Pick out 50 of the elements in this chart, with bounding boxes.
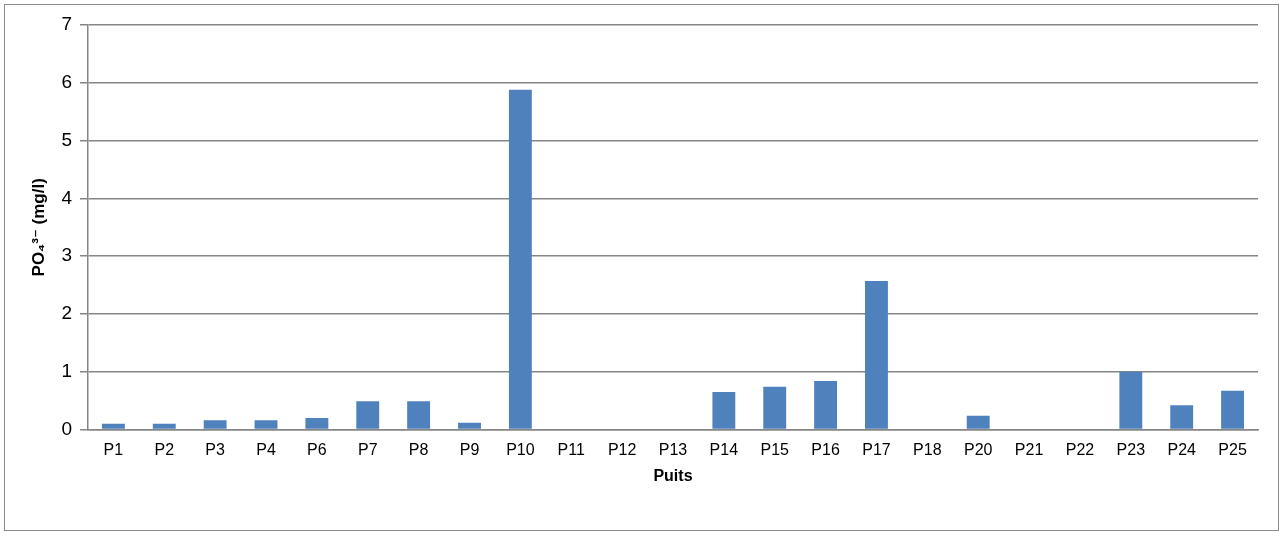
bar bbox=[407, 401, 431, 429]
x-tick-label: P6 bbox=[307, 440, 327, 458]
y-tick-label: 4 bbox=[61, 186, 73, 208]
y-tick-label: 6 bbox=[61, 71, 72, 93]
bar bbox=[1119, 371, 1143, 429]
bar bbox=[254, 420, 278, 429]
x-tick-label: P7 bbox=[357, 440, 378, 458]
bar bbox=[865, 281, 888, 429]
y-axis-title: PO₄³⁻ (mg/l) bbox=[28, 178, 48, 277]
bar bbox=[305, 418, 329, 429]
y-tick-label: 2 bbox=[61, 302, 72, 324]
bar bbox=[763, 386, 787, 429]
x-tick-label: P18 bbox=[913, 440, 942, 458]
x-tick-label: P22 bbox=[1065, 440, 1095, 458]
y-tick-label: 1 bbox=[61, 360, 72, 382]
x-tick-label: P16 bbox=[811, 440, 840, 458]
x-tick-label: P13 bbox=[658, 440, 688, 458]
x-tick-label: P25 bbox=[1218, 440, 1247, 458]
bar bbox=[458, 422, 481, 429]
x-tick-label: P1 bbox=[103, 440, 124, 458]
bar bbox=[152, 423, 176, 429]
x-tick-label: P11 bbox=[557, 440, 585, 458]
x-tick-label: P14 bbox=[709, 440, 739, 458]
x-tick-label: P24 bbox=[1167, 440, 1197, 458]
bar bbox=[508, 89, 532, 429]
x-tick-label: P23 bbox=[1116, 440, 1146, 458]
y-tick-label: 3 bbox=[61, 244, 72, 266]
y-tick-label: 0 bbox=[61, 417, 72, 439]
bar bbox=[814, 381, 838, 429]
x-tick-label: P8 bbox=[408, 440, 429, 458]
x-tick-label: P9 bbox=[459, 440, 480, 458]
x-tick-label: P2 bbox=[154, 440, 175, 458]
bar bbox=[203, 420, 227, 429]
bar bbox=[1170, 405, 1194, 429]
x-tick-label: P4 bbox=[256, 440, 276, 458]
y-tick-label: 7 bbox=[61, 13, 72, 35]
bar bbox=[966, 415, 990, 429]
x-tick-label: P17 bbox=[862, 440, 891, 458]
bar bbox=[101, 423, 125, 429]
x-tick-label: P10 bbox=[506, 440, 535, 458]
x-tick-label: P20 bbox=[963, 440, 993, 458]
x-tick-label: P21 bbox=[1014, 440, 1044, 458]
x-axis-title: Puits bbox=[653, 466, 693, 484]
y-tick-label: 5 bbox=[61, 128, 72, 150]
x-tick-label: P15 bbox=[760, 440, 790, 458]
bar bbox=[1221, 390, 1245, 429]
x-tick-label: P12 bbox=[607, 440, 637, 458]
x-tick-label: P3 bbox=[205, 440, 226, 458]
bar bbox=[712, 392, 736, 429]
bar bbox=[356, 401, 380, 429]
